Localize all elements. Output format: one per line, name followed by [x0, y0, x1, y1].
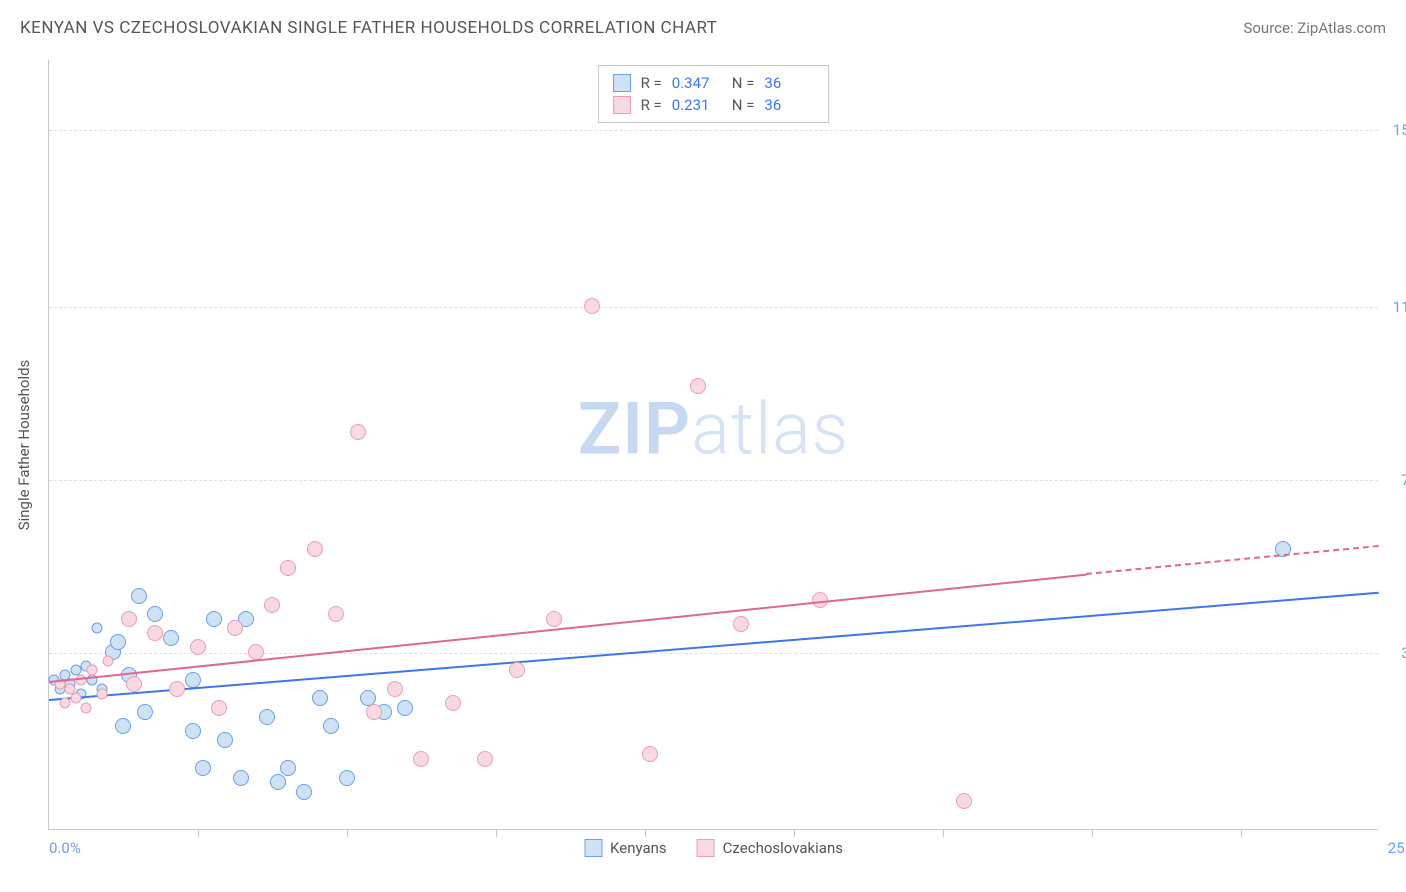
x-tick [198, 829, 199, 837]
scatter-point [413, 751, 429, 767]
x-tick [943, 829, 944, 837]
scatter-point [307, 541, 323, 557]
scatter-chart: Single Father Households ZIPatlas R =0.3… [48, 60, 1378, 830]
legend-swatch [584, 839, 602, 857]
x-tick [645, 829, 646, 837]
scatter-point [387, 681, 403, 697]
series-legend-item: Czechoslovakians [697, 839, 843, 857]
stat-legend-row: R = 0.347 N = 36 [613, 72, 815, 94]
regression-line [49, 592, 1379, 701]
x-axis-min: 0.0% [49, 839, 81, 857]
scatter-point [509, 662, 525, 678]
scatter-point [397, 700, 413, 716]
scatter-point [323, 718, 339, 734]
scatter-point [312, 690, 328, 706]
scatter-point [233, 770, 249, 786]
scatter-point [270, 774, 286, 790]
scatter-point [280, 560, 296, 576]
stat-r-value: 0.231 [672, 96, 722, 114]
scatter-point [546, 611, 562, 627]
scatter-point [259, 709, 275, 725]
scatter-point [137, 704, 153, 720]
x-tick [347, 829, 348, 837]
scatter-point [328, 606, 344, 622]
gridline-h [49, 307, 1378, 308]
regression-line [1086, 545, 1379, 575]
x-tick [496, 829, 497, 837]
scatter-point [185, 672, 201, 688]
legend-swatch [613, 96, 631, 114]
chart-header: KENYAN VS CZECHOSLOVAKIAN SINGLE FATHER … [20, 18, 1386, 38]
scatter-point [584, 298, 600, 314]
scatter-point [211, 700, 227, 716]
scatter-point [115, 718, 131, 734]
scatter-point [195, 760, 211, 776]
series-name: Kenyans [610, 839, 667, 857]
scatter-point [248, 644, 264, 660]
scatter-point [169, 681, 185, 697]
gridline-h [49, 130, 1378, 131]
scatter-point [147, 625, 163, 641]
scatter-point [217, 732, 233, 748]
series-name: Czechoslovakians [723, 839, 843, 857]
scatter-point [227, 620, 243, 636]
scatter-point [131, 588, 147, 604]
scatter-point [690, 378, 706, 394]
scatter-point [121, 611, 137, 627]
x-tick [794, 829, 795, 837]
stat-n-label: N = [732, 96, 755, 114]
scatter-point [110, 634, 126, 650]
stat-r-value: 0.347 [672, 74, 722, 92]
scatter-point [190, 639, 206, 655]
stat-legend-row: R = 0.231 N = 36 [613, 94, 815, 116]
scatter-point [956, 793, 972, 809]
scatter-point [86, 665, 97, 676]
chart-source: Source: ZipAtlas.com [1243, 19, 1386, 37]
scatter-point [206, 611, 222, 627]
series-legend: Kenyans Czechoslovakians [584, 839, 843, 857]
chart-title: KENYAN VS CZECHOSLOVAKIAN SINGLE FATHER … [20, 18, 717, 38]
scatter-point [296, 784, 312, 800]
scatter-point [264, 597, 280, 613]
series-legend-item: Kenyans [584, 839, 667, 857]
scatter-point [91, 623, 102, 634]
scatter-point [366, 704, 382, 720]
scatter-point [339, 770, 355, 786]
scatter-point [350, 424, 366, 440]
scatter-point [185, 723, 201, 739]
x-tick [1241, 829, 1242, 837]
scatter-point [126, 676, 142, 692]
scatter-point [97, 688, 108, 699]
y-axis-title: Single Father Households [15, 359, 33, 530]
scatter-point [445, 695, 461, 711]
y-tick-label: 3.8% [1383, 644, 1406, 662]
scatter-point [477, 751, 493, 767]
scatter-point [280, 760, 296, 776]
legend-swatch [697, 839, 715, 857]
scatter-point [102, 656, 113, 667]
y-tick-label: 11.2% [1383, 298, 1406, 316]
watermark: ZIPatlas [578, 387, 850, 472]
scatter-point [642, 746, 658, 762]
y-tick-label: 7.5% [1383, 471, 1406, 489]
scatter-point [59, 698, 70, 709]
y-tick-label: 15.0% [1383, 121, 1406, 139]
scatter-point [163, 630, 179, 646]
stat-n-label: N = [732, 74, 755, 92]
scatter-point [70, 693, 81, 704]
stat-r-label: R = [641, 96, 662, 114]
x-axis-max: 25.0% [1388, 839, 1406, 857]
scatter-point [81, 702, 92, 713]
stat-n-value: 36 [764, 74, 814, 92]
stat-r-label: R = [641, 74, 662, 92]
correlation-legend: R = 0.347 N = 36 R = 0.231 N = 36 [598, 65, 830, 123]
scatter-point [147, 606, 163, 622]
x-tick [1092, 829, 1093, 837]
legend-swatch [613, 74, 631, 92]
stat-n-value: 36 [764, 96, 814, 114]
gridline-h [49, 480, 1378, 481]
scatter-point [733, 616, 749, 632]
